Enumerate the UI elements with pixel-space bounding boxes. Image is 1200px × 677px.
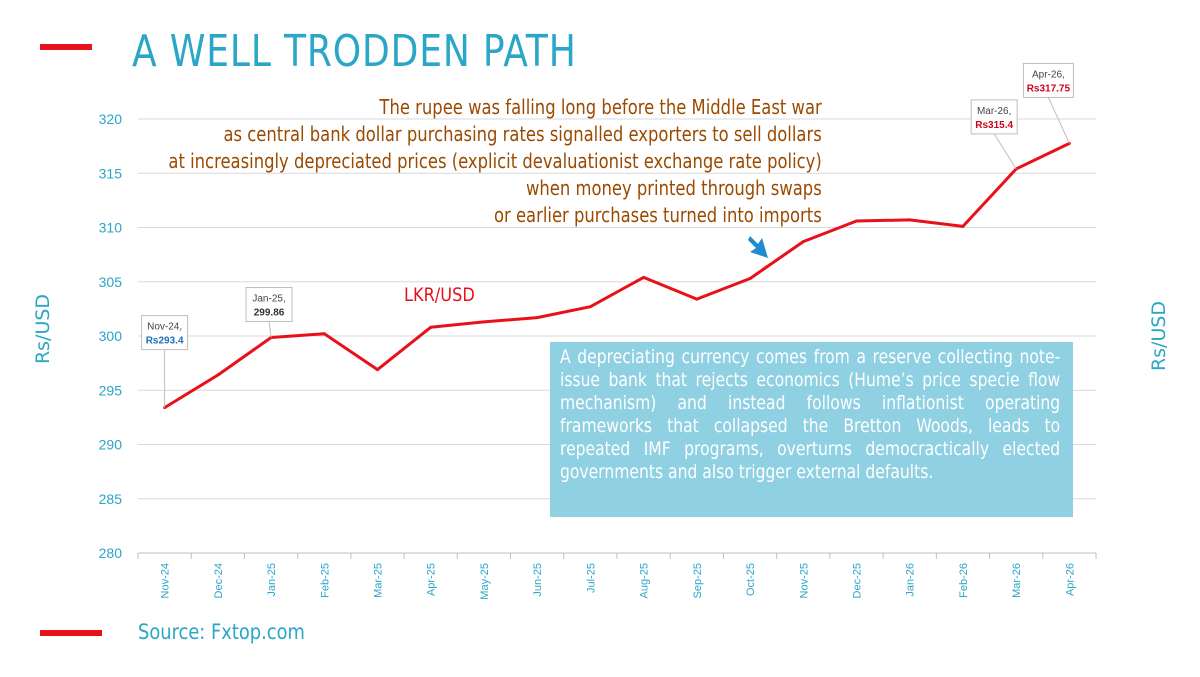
note-line: or earlier purchases turned into imports xyxy=(494,203,822,227)
callout-box xyxy=(141,315,189,351)
y-tick-label: 280 xyxy=(99,545,123,561)
callout-leader xyxy=(993,133,1017,170)
title-accent-bar xyxy=(40,44,92,50)
source-text: Source: Fxtop.com xyxy=(138,620,305,644)
data-point xyxy=(801,240,805,244)
y-tick-label: 320 xyxy=(99,111,123,127)
arrow-down-icon xyxy=(748,236,768,258)
x-tick-label: Oct-25 xyxy=(745,563,757,596)
callout-box xyxy=(245,287,293,323)
x-tick-label: Dec-25 xyxy=(852,563,864,598)
y-tick-label: 315 xyxy=(99,165,123,181)
source-accent-bar xyxy=(40,630,102,636)
callout-date: Apr-26, xyxy=(1032,69,1065,80)
callout-value: Rs293.4 xyxy=(146,336,184,347)
data-point xyxy=(482,320,486,324)
page-title: A WELL TRODDEN PATH xyxy=(132,26,577,77)
x-tick-label: Aug-25 xyxy=(639,563,651,598)
data-point xyxy=(695,297,699,301)
data-point xyxy=(961,224,965,228)
callout-leader xyxy=(1047,97,1070,144)
y-tick-label: 300 xyxy=(99,328,123,344)
note-line: The rupee was falling long before the Mi… xyxy=(379,95,822,119)
info-box: A depreciating currency comes from a res… xyxy=(550,342,1073,517)
callout-value: 299.86 xyxy=(254,308,285,319)
x-tick-label: Mar-25 xyxy=(373,563,385,598)
x-tick-label: Mar-26 xyxy=(1011,563,1023,598)
x-tick-label: Jan-26 xyxy=(905,563,917,597)
callout-value: Rs317.75 xyxy=(1027,83,1071,94)
data-point xyxy=(588,305,592,309)
x-tick-label: Feb-25 xyxy=(319,563,331,598)
y-tick-label: 310 xyxy=(99,220,123,236)
y-tick-label: 295 xyxy=(99,382,123,398)
note-line: at increasingly depreciated prices (expl… xyxy=(168,149,822,173)
x-tick-label: Apr-26 xyxy=(1064,563,1076,596)
y-tick-label: 290 xyxy=(99,437,123,453)
series-line xyxy=(163,142,1071,409)
x-tick-label: Jan-25 xyxy=(266,563,278,597)
x-tick-label: Apr-25 xyxy=(426,563,438,596)
data-point xyxy=(429,325,433,329)
series-label: LKR/USD xyxy=(404,284,475,306)
data-point xyxy=(322,332,326,336)
data-point xyxy=(642,275,646,279)
note-line: as central bank dollar purchasing rates … xyxy=(223,122,823,146)
y-tick-label: 285 xyxy=(99,491,123,507)
info-box-text: A depreciating currency comes from a res… xyxy=(560,346,1061,483)
callout-box xyxy=(970,99,1018,135)
x-tick-label: Feb-26 xyxy=(958,563,970,598)
x-tick-label: Jul-25 xyxy=(585,563,597,593)
callout-value: Rs315.4 xyxy=(975,120,1013,131)
data-point xyxy=(855,219,858,223)
data-point xyxy=(376,368,379,372)
data-point xyxy=(748,276,752,280)
x-tick-label: May-25 xyxy=(479,563,491,600)
callout-date: Nov-24, xyxy=(147,322,182,333)
data-point xyxy=(216,373,220,377)
callout-date: Mar-26, xyxy=(977,106,1011,117)
x-tick-label: Nov-24 xyxy=(160,563,172,598)
x-tick-label: Sep-25 xyxy=(692,563,704,598)
callout-date: Jan-25, xyxy=(252,294,285,305)
x-tick-label: Nov-25 xyxy=(798,563,810,598)
x-tick-label: Dec-24 xyxy=(213,563,225,598)
commentary-note: The rupee was falling long before the Mi… xyxy=(169,94,822,229)
note-line: when money printed through swaps xyxy=(526,176,822,200)
callout-leader xyxy=(268,321,272,338)
x-tick-label: Jun-25 xyxy=(532,563,544,597)
data-point xyxy=(908,218,912,222)
callout-box xyxy=(1022,62,1074,98)
y-tick-label: 305 xyxy=(99,274,123,290)
data-point xyxy=(535,316,539,320)
